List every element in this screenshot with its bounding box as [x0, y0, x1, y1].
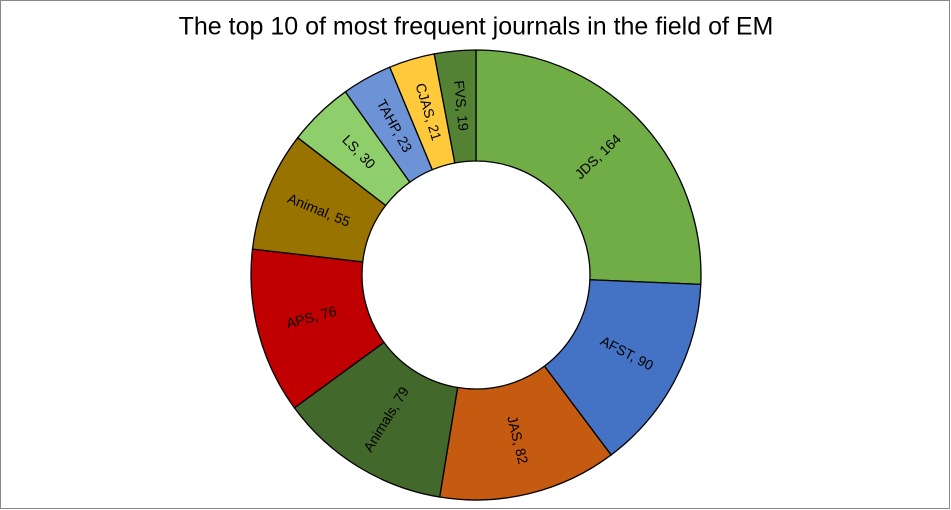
donut-slice — [475, 49, 702, 286]
data-label: FVS, 19 — [451, 80, 472, 132]
chart-title: The top 10 of most frequent journals in … — [179, 13, 774, 41]
donut-slice — [433, 49, 477, 164]
